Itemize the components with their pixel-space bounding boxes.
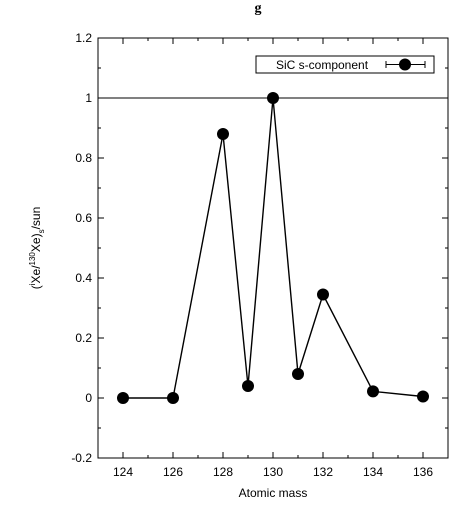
- data-point: [417, 390, 429, 403]
- y-tick-label: 0.8: [75, 151, 92, 165]
- legend-marker: [399, 58, 411, 71]
- legend: SiC s-component: [255, 55, 435, 74]
- y-axis-label: (iXe/130Xe)s/sun: [28, 207, 46, 290]
- data-point: [117, 392, 129, 404]
- y-tick-label: -0.2: [71, 451, 92, 465]
- data-point: [317, 288, 329, 301]
- data-point: [242, 380, 254, 392]
- x-tick-label: 130: [263, 465, 283, 479]
- series-line-sic-s-component: [123, 97, 424, 399]
- legend-box: [255, 55, 435, 74]
- y-tick-label: 0.2: [75, 331, 92, 345]
- y-tick-label: 0.4: [75, 271, 92, 285]
- data-point: [292, 368, 304, 380]
- data-point: [267, 92, 279, 104]
- data-point: [367, 385, 379, 398]
- x-tick-label: 124: [113, 465, 133, 479]
- data-points: [117, 92, 429, 404]
- data-point: [217, 128, 229, 140]
- x-tick-label: 126: [163, 465, 183, 479]
- x-tick-label: 136: [413, 465, 433, 479]
- y-tick-label: 1: [85, 91, 92, 105]
- x-tick-label: 134: [363, 465, 383, 479]
- x-tick-label: 132: [313, 465, 333, 479]
- y-tick-label: 0.6: [75, 211, 92, 225]
- legend-label: SiC s-component: [276, 58, 369, 72]
- data-point: [167, 392, 179, 404]
- x-axis-label: Atomic mass: [239, 486, 308, 500]
- x-axis-ticks: 124 126 128 130 132 134 136: [97, 38, 449, 479]
- y-tick-label: 1.2: [75, 31, 92, 45]
- y-tick-label: 0: [85, 391, 92, 405]
- chart-title-fragment: g: [255, 1, 262, 16]
- x-tick-label: 128: [213, 465, 233, 479]
